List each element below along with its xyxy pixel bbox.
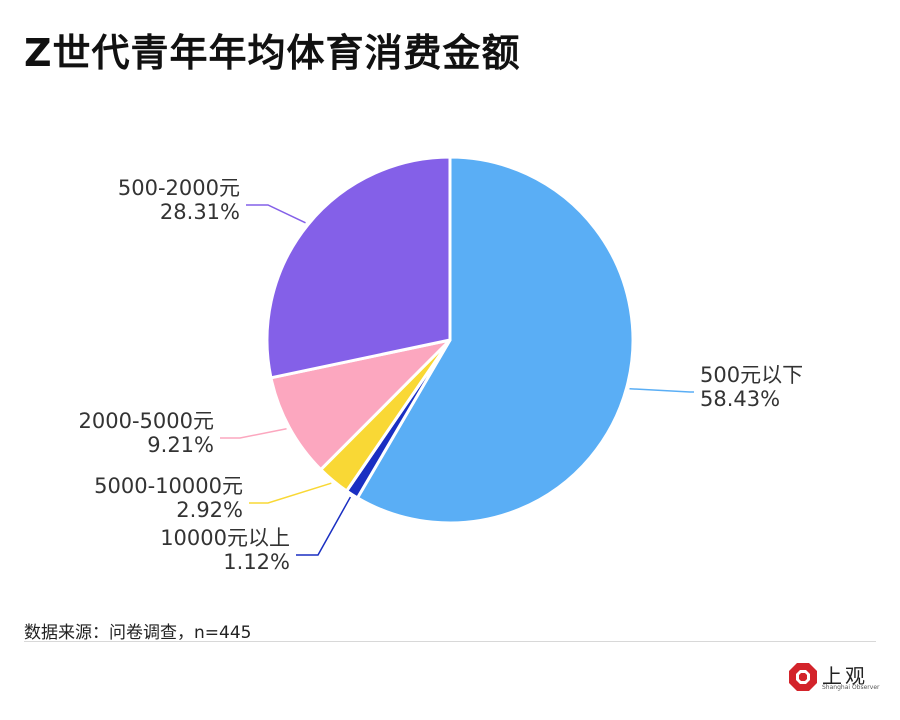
- pie-slices: [265, 155, 635, 525]
- leader-lines: [220, 204, 694, 556]
- slice-percent-label: 28.31%: [160, 200, 240, 224]
- slice-category-label: 5000-10000元: [94, 474, 243, 498]
- footer-divider: [24, 641, 876, 642]
- slice-category-label: 500-2000元: [118, 176, 240, 200]
- leader-line: [220, 428, 287, 439]
- slice-category-label: 500元以下: [700, 363, 803, 387]
- logo-text: 上观: [822, 664, 868, 688]
- slice-percent-label: 1.12%: [223, 550, 290, 574]
- slice-category-label: 10000元以上: [160, 526, 290, 550]
- slice-percent-label: 9.21%: [147, 433, 214, 457]
- slice-percent-label: 58.43%: [700, 387, 780, 411]
- leader-line: [629, 387, 694, 393]
- brand-logo[interactable]: 上观 Shanghai Observer: [788, 660, 880, 694]
- leader-line: [249, 482, 332, 504]
- leader-line: [296, 496, 352, 556]
- slice-percent-label: 2.92%: [176, 498, 243, 522]
- chart-title: Z世代青年年均体育消费金额: [24, 31, 521, 75]
- pie-slice: [265, 155, 452, 380]
- leader-line: [246, 204, 306, 224]
- slice-category-label: 2000-5000元: [79, 409, 214, 433]
- data-source-note: 数据来源：问卷调查，n=445: [24, 623, 252, 643]
- pie-slice: [269, 338, 452, 472]
- shangguan-logo-icon: [789, 663, 817, 691]
- pie-slice: [355, 155, 635, 525]
- logo-subtext: Shanghai Observer: [822, 684, 880, 691]
